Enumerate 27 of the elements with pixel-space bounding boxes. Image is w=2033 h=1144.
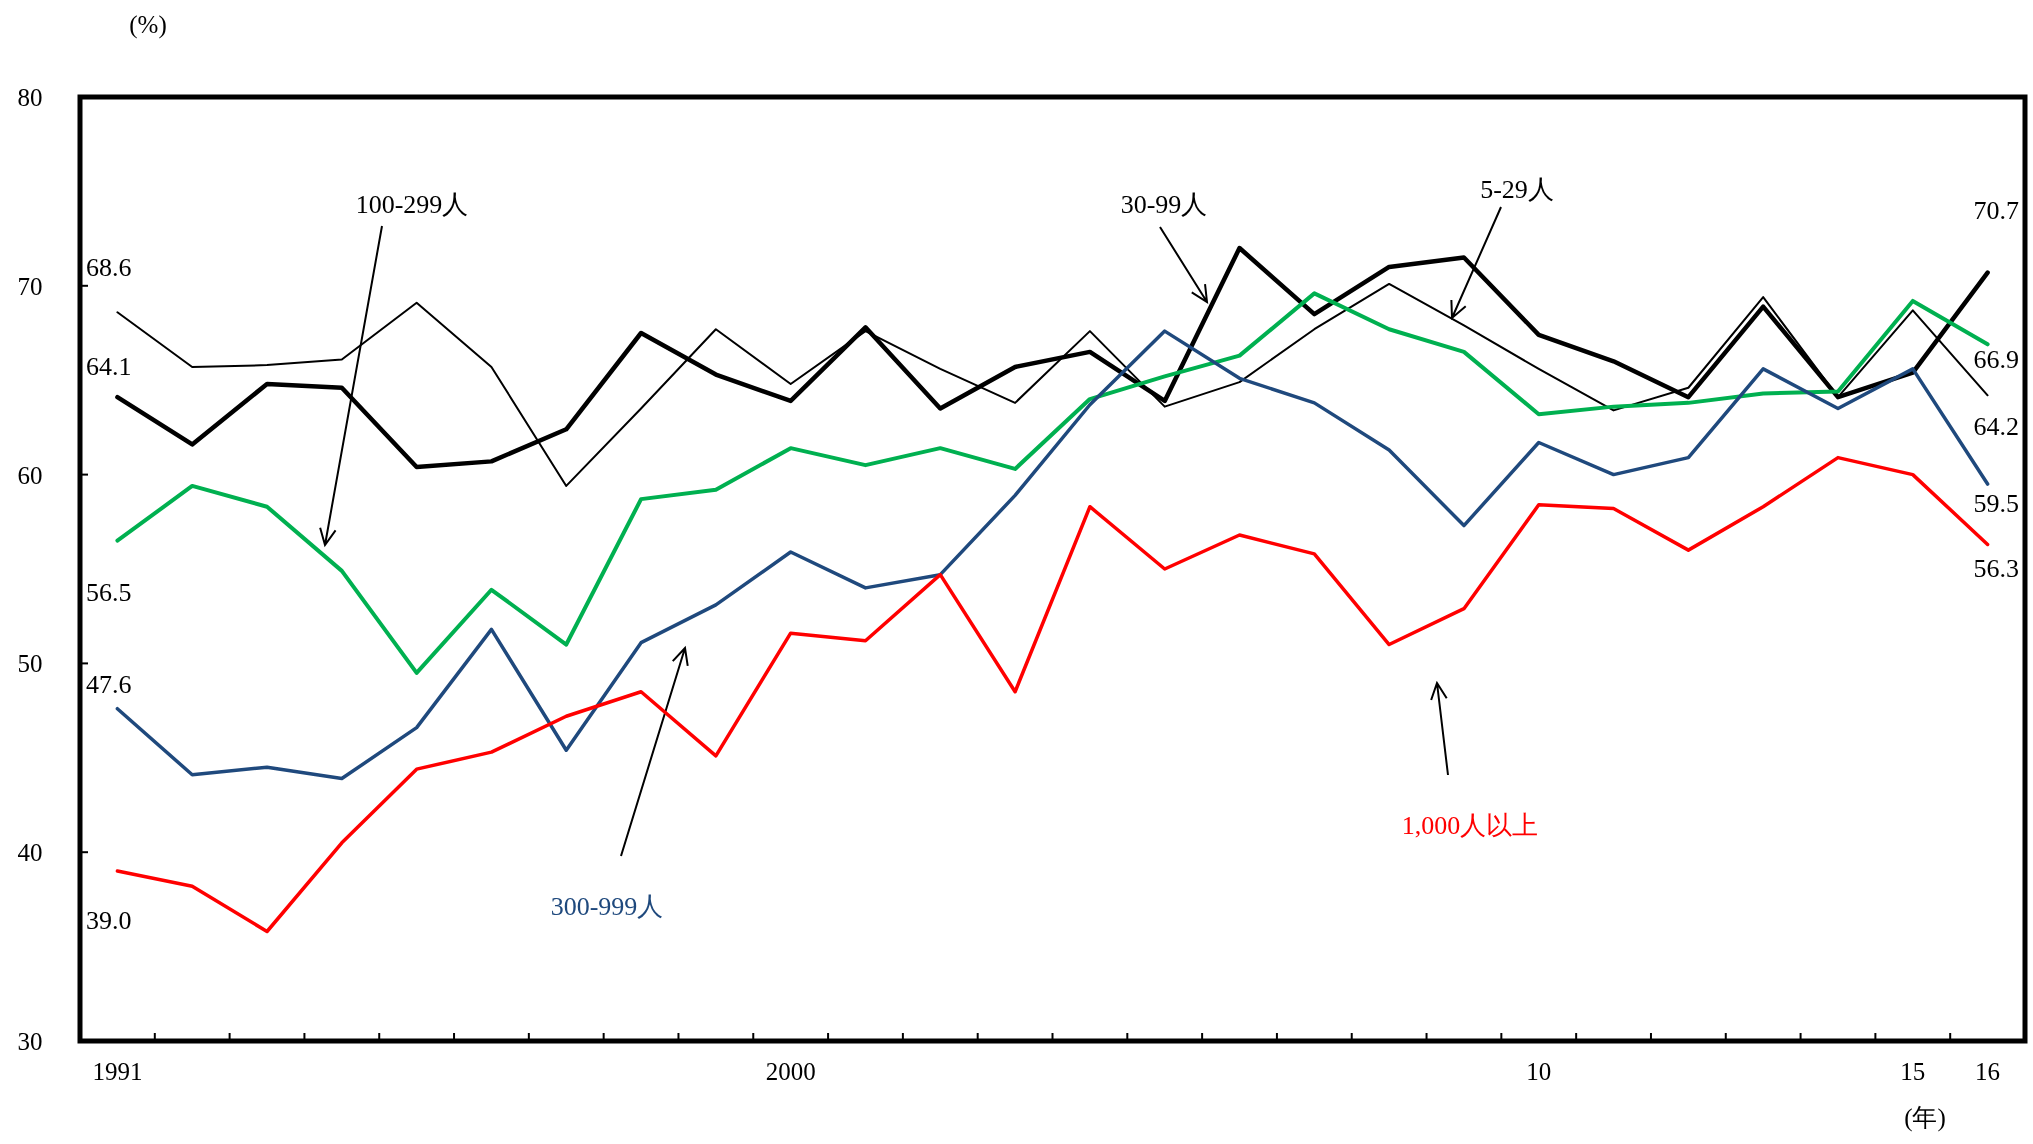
series-label: 30-99人	[1120, 190, 1208, 219]
y-tick-label: 40	[17, 839, 43, 867]
y-tick-label: 80	[17, 84, 43, 111]
x-tick-label: 1991	[92, 1058, 143, 1085]
data-label: 64.2	[1973, 412, 2019, 442]
data-label: 56.3	[1973, 554, 2019, 584]
x-tick-label: 15	[1900, 1058, 1926, 1085]
x-tick-label: 10	[1526, 1058, 1552, 1085]
data-label: 64.1	[86, 352, 132, 382]
x-tick-label: 2000	[765, 1058, 816, 1085]
y-axis-title: (%)	[129, 11, 167, 39]
y-tick-label: 50	[17, 650, 43, 678]
data-label: 68.6	[86, 253, 132, 283]
x-tick-label: 16	[1975, 1058, 2001, 1085]
data-label: 47.6	[86, 669, 132, 699]
y-tick-label: 70	[17, 272, 43, 300]
text: 300-999人	[550, 892, 664, 921]
y-tick-label: 30	[17, 1028, 43, 1055]
data-label: 70.7	[1973, 195, 2019, 225]
data-label: 39.0	[86, 906, 132, 936]
text: 1,000人以上	[1401, 811, 1539, 840]
y-tick-label: 60	[17, 461, 43, 489]
data-label: 66.9	[1973, 345, 2019, 375]
text: 100-299人	[355, 190, 469, 219]
data-label: 59.5	[1973, 489, 2019, 519]
x-axis-title: (年)	[1904, 1104, 1946, 1132]
data-label: 56.5	[86, 577, 132, 607]
